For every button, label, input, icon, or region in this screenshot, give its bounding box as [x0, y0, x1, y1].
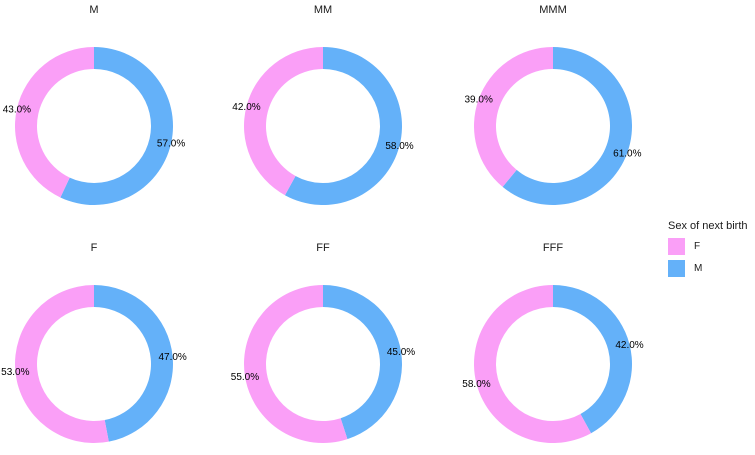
donut-slice-f [244, 47, 323, 196]
donut-slice-m [553, 285, 633, 434]
donut-slice-m [284, 46, 403, 206]
panel-title: FF [316, 242, 330, 254]
legend-label-f: F [694, 241, 701, 252]
slice-percent-label: 55.0% [231, 372, 259, 383]
donut-slice-m [60, 47, 173, 205]
donut-slice-f [15, 285, 109, 443]
panel-title: MMM [539, 4, 567, 16]
slice-percent-label: 61.0% [613, 148, 641, 159]
donut-slice-f [474, 285, 592, 443]
panel-title: FFF [543, 242, 563, 254]
donut-slice-f [473, 47, 553, 187]
slice-percent-label: 43.0% [3, 104, 31, 115]
slice-percent-label: 53.0% [1, 367, 29, 378]
donut-slice-m [323, 285, 402, 440]
donut-slice-f [15, 47, 94, 198]
legend-title: Sex of next birth [668, 220, 748, 232]
slice-percent-label: 58.0% [462, 379, 490, 390]
donut-panel: F 47.0% 53.0% [1, 242, 187, 443]
slice-percent-label: 45.0% [387, 347, 415, 358]
slice-percent-label: 47.0% [158, 352, 186, 363]
slice-percent-label: 39.0% [464, 95, 492, 106]
donut-slice-m [502, 47, 633, 205]
legend-item-m: M [668, 260, 754, 277]
panel-title: F [91, 242, 98, 254]
donut-panel: MM 58.0% 42.0% [232, 4, 414, 206]
donut-panel: FF 45.0% 55.0% [231, 242, 415, 443]
slice-percent-label: 58.0% [385, 141, 413, 152]
legend-swatch-f [668, 238, 685, 255]
legend-item-f: F [668, 238, 754, 255]
slice-percent-label: 57.0% [157, 139, 185, 150]
panel-title: MM [314, 4, 332, 16]
slice-percent-label: 42.0% [615, 340, 643, 351]
donut-slice-f [244, 285, 348, 443]
donut-slice-m [94, 285, 174, 442]
slice-percent-label: 42.0% [232, 102, 260, 113]
donut-panel: M 57.0% 43.0% [3, 4, 185, 205]
panel-title: M [89, 4, 98, 16]
legend-label-m: M [694, 263, 703, 274]
legend: Sex of next birth F M [668, 219, 754, 277]
legend-swatch-m [668, 260, 685, 277]
donut-panel: MMM 61.0% 39.0% [464, 4, 642, 205]
donut-panel: FFF 42.0% 58.0% [462, 242, 644, 443]
